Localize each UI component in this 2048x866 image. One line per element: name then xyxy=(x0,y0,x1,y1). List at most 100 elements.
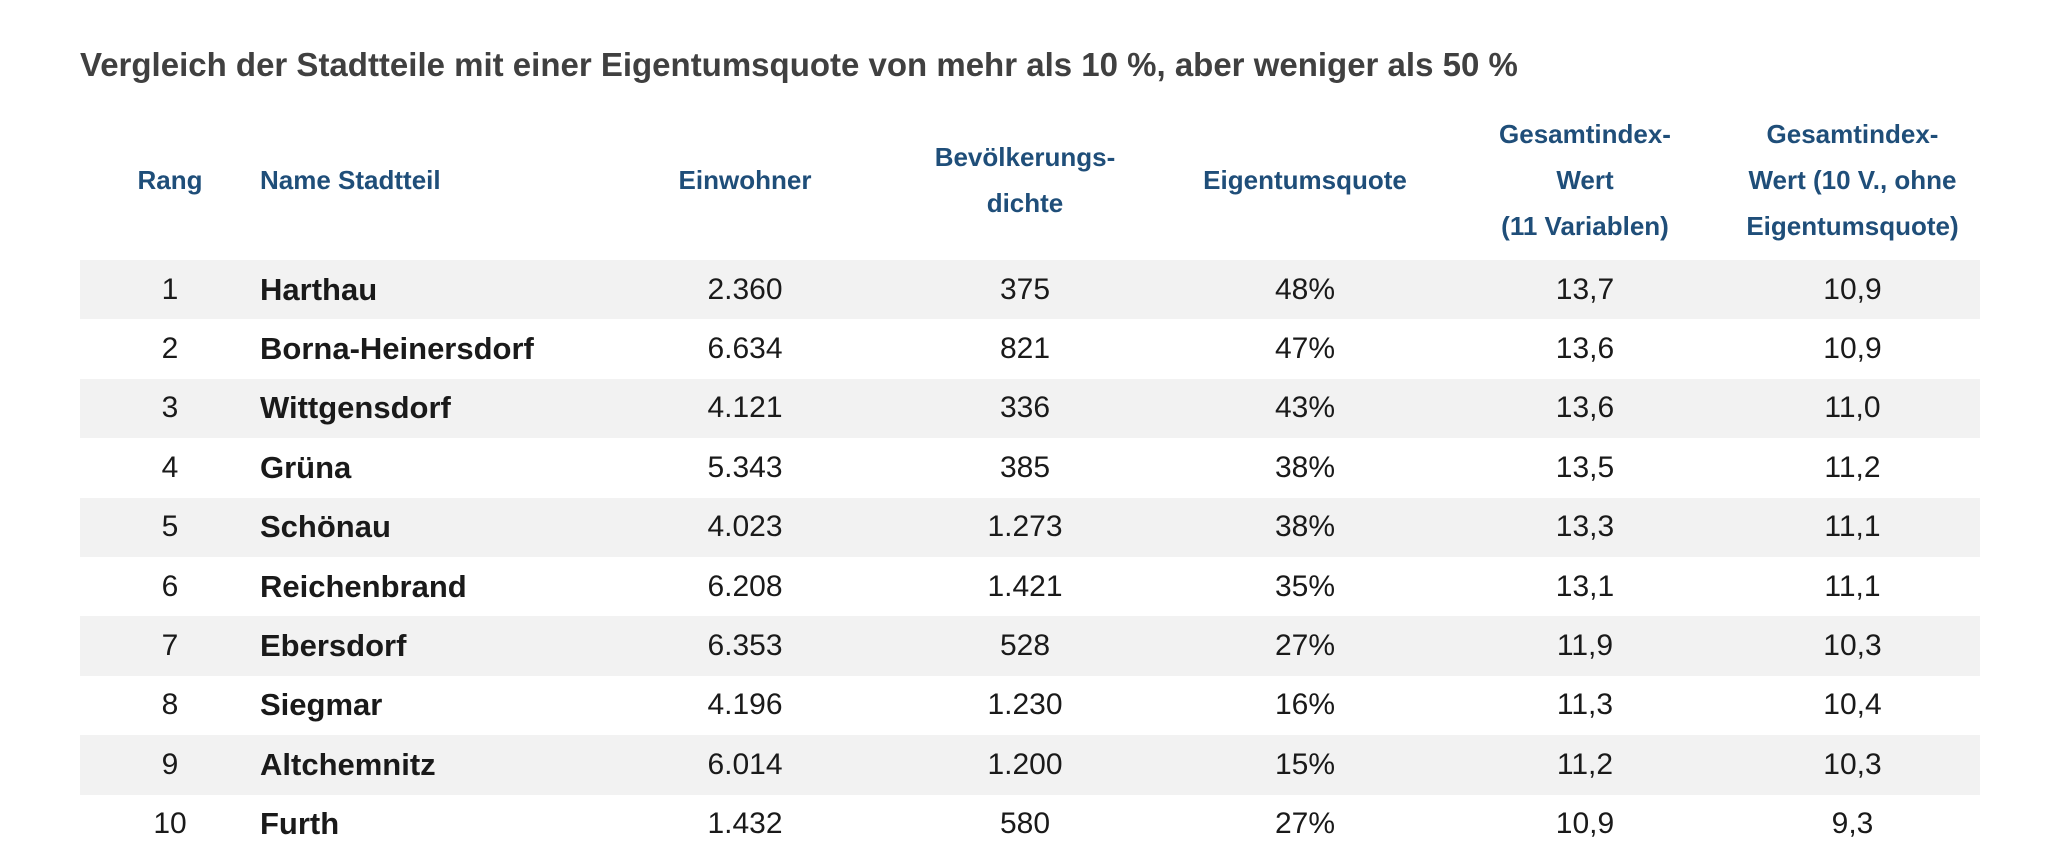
cell-name-stadtteil: Reichenbrand xyxy=(260,568,467,604)
cell-eigentumsquote: 27% xyxy=(1274,807,1336,841)
page-title: Vergleich der Stadtteile mit einer Eigen… xyxy=(80,46,1518,83)
cell-eigentumsquote: 43% xyxy=(1274,391,1336,425)
header-line: Rang xyxy=(137,165,203,195)
cell-einwohner: 5.343 xyxy=(707,450,783,484)
header-bevoelkerungsdichte: Bevölkerungs-dichte xyxy=(885,100,1165,260)
cell-eigentumsquote: 47% xyxy=(1274,332,1336,366)
table-row: 2 Borna-Heinersdorf 6.634 821 47% 13,6 10,9 xyxy=(80,319,1980,379)
header-line: Gesamtindex- xyxy=(1766,119,1939,149)
cell-bevoelkerungsdichte: 1.200 xyxy=(987,747,1063,781)
cell-gesamtindex-wert-10v: 11,1 xyxy=(1824,569,1881,603)
cell-rang: 2 xyxy=(161,332,179,366)
cell-rang: 10 xyxy=(153,807,187,841)
cell-eigentumsquote: 15% xyxy=(1274,747,1336,781)
header-name-stadtteil: Name Stadtteil xyxy=(260,100,605,260)
header-einwohner: Einwohner xyxy=(605,100,885,260)
header-line: Gesamtindex- xyxy=(1499,119,1671,149)
cell-rang: 5 xyxy=(161,510,179,544)
cell-eigentumsquote: 38% xyxy=(1274,450,1336,484)
cell-bevoelkerungsdichte: 336 xyxy=(999,391,1051,425)
header-line: Eigentumsquote) xyxy=(1746,211,1959,241)
cell-eigentumsquote: 16% xyxy=(1274,688,1336,722)
cell-eigentumsquote: 38% xyxy=(1274,510,1336,544)
header-gesamtindex-wert: Gesamtindex- Wert (11 Variablen) xyxy=(1445,100,1725,260)
table-row: 10 Furth 1.432 580 27% 10,9 9,3 xyxy=(80,794,1980,854)
cell-bevoelkerungsdichte: 375 xyxy=(999,272,1051,306)
cell-name-stadtteil: Siegmar xyxy=(260,687,383,723)
cell-gesamtindex-wert-10v: 11,2 xyxy=(1824,450,1881,484)
cell-gesamtindex-wert: 11,2 xyxy=(1556,747,1614,781)
cell-bevoelkerungsdichte: 821 xyxy=(999,332,1051,366)
cell-einwohner: 4.121 xyxy=(707,391,783,425)
cell-rang: 4 xyxy=(161,450,179,484)
header-line: Bevölkerungs- xyxy=(934,142,1116,172)
cell-rang: 9 xyxy=(161,747,179,781)
table-row: 6 Reichenbrand 6.208 1.421 35% 13,1 11,1 xyxy=(80,556,1980,617)
header-line: dichte xyxy=(986,188,1064,218)
table-row: 9 Altchemnitz 6.014 1.200 15% 11,2 10,3 xyxy=(80,735,1980,795)
cell-einwohner: 6.353 xyxy=(707,629,783,663)
cell-gesamtindex-wert: 13,7 xyxy=(1555,272,1615,306)
cell-eigentumsquote: 48% xyxy=(1274,272,1336,306)
cell-rang: 3 xyxy=(161,391,179,425)
cell-gesamtindex-wert: 10,9 xyxy=(1555,807,1615,841)
cell-gesamtindex-wert-10v: 10,9 xyxy=(1823,272,1882,306)
cell-name-stadtteil: Grüna xyxy=(260,449,352,485)
cell-name-stadtteil: Harthau xyxy=(260,271,378,307)
header-line: Einwohner xyxy=(678,165,812,195)
cell-name-stadtteil: Schönau xyxy=(260,509,391,545)
district-comparison-table: Rang Name Stadtteil Einwohner Bevölkerun… xyxy=(80,100,1980,854)
header-line: Wert (10 V., ohne xyxy=(1748,165,1957,195)
cell-rang: 7 xyxy=(161,629,179,663)
cell-gesamtindex-wert-10v: 9,3 xyxy=(1831,807,1874,841)
cell-einwohner: 2.360 xyxy=(707,272,783,306)
header-eigentumsquote: Eigentumsquote xyxy=(1165,100,1445,260)
cell-gesamtindex-wert: 11,9 xyxy=(1556,629,1614,663)
table-row: 3 Wittgensdorf 4.121 336 43% 13,6 11,0 xyxy=(80,378,1980,439)
cell-bevoelkerungsdichte: 580 xyxy=(999,807,1051,841)
cell-rang: 8 xyxy=(161,688,179,722)
header-gesamtindex-wert-10v: Gesamtindex- Wert (10 V., ohne Eigentumsqu… xyxy=(1725,100,1980,260)
cell-bevoelkerungsdichte: 385 xyxy=(999,450,1051,484)
cell-einwohner: 1.432 xyxy=(707,807,783,841)
cell-bevoelkerungsdichte: 1.273 xyxy=(987,510,1063,544)
header-line: (11 Variablen) xyxy=(1501,211,1669,241)
cell-gesamtindex-wert: 11,3 xyxy=(1556,688,1614,722)
cell-eigentumsquote: 35% xyxy=(1274,569,1336,603)
cell-gesamtindex-wert-10v: 11,1 xyxy=(1824,510,1881,544)
cell-rang: 1 xyxy=(161,272,179,306)
table-row: 8 Siegmar 4.196 1.230 16% 11,3 10,4 xyxy=(80,675,1980,736)
cell-einwohner: 6.208 xyxy=(707,569,783,603)
header-line: Wert xyxy=(1556,165,1614,195)
cell-einwohner: 4.023 xyxy=(707,510,783,544)
header-line: Eigentumsquote xyxy=(1203,165,1407,195)
cell-bevoelkerungsdichte: 1.230 xyxy=(987,688,1063,722)
cell-gesamtindex-wert: 13,6 xyxy=(1555,391,1615,425)
cell-gesamtindex-wert-10v: 10,3 xyxy=(1823,747,1882,781)
cell-gesamtindex-wert-10v: 10,9 xyxy=(1823,332,1882,366)
header-line: Name Stadtteil xyxy=(260,165,441,195)
table-row: 1 Harthau 2.360 375 48% 13,7 10,9 xyxy=(80,260,1980,320)
cell-gesamtindex-wert-10v: 10,4 xyxy=(1823,688,1882,722)
cell-name-stadtteil: Wittgensdorf xyxy=(260,390,451,426)
cell-name-stadtteil: Furth xyxy=(260,806,340,842)
header-rang: Rang xyxy=(80,100,260,260)
cell-gesamtindex-wert: 13,3 xyxy=(1555,510,1615,544)
cell-bevoelkerungsdichte: 1.421 xyxy=(987,569,1063,603)
cell-bevoelkerungsdichte: 528 xyxy=(999,629,1051,663)
table-row: 4 Grüna 5.343 385 38% 13,5 11,2 xyxy=(80,438,1980,498)
table-row: 7 Ebersdorf 6.353 528 27% 11,9 10,3 xyxy=(80,616,1980,676)
table-header: Rang Name Stadtteil Einwohner Bevölkerun… xyxy=(80,100,1980,260)
cell-gesamtindex-wert: 13,6 xyxy=(1555,332,1615,366)
table-body: 1 Harthau 2.360 375 48% 13,7 10,9 2 Borna-Heiner… xyxy=(80,260,1980,854)
cell-einwohner: 6.634 xyxy=(707,332,783,366)
cell-gesamtindex-wert-10v: 10,3 xyxy=(1823,629,1882,663)
table-row: 5 Schönau 4.023 1.273 38% 13,3 11,1 xyxy=(80,497,1980,557)
cell-gesamtindex-wert: 13,5 xyxy=(1555,450,1615,484)
cell-name-stadtteil: Borna-Heinersdorf xyxy=(260,331,534,367)
cell-gesamtindex-wert: 13,1 xyxy=(1555,569,1615,603)
cell-name-stadtteil: Altchemnitz xyxy=(260,746,436,782)
header-row: Rang Name Stadtteil Einwohner Bevölkerun… xyxy=(80,100,1980,260)
cell-eigentumsquote: 27% xyxy=(1274,629,1336,663)
cell-einwohner: 4.196 xyxy=(707,688,783,722)
